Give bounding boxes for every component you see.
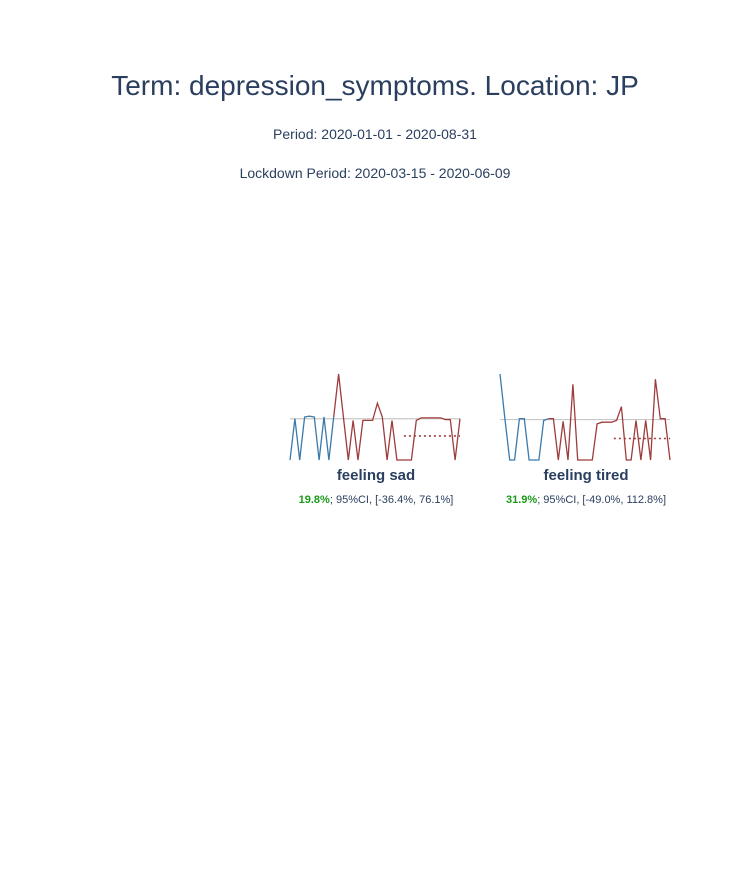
chart-stat: 19.8%; 95%CI, [-36.4%, 76.1%] (280, 494, 472, 506)
percent-change: 19.8% (298, 494, 330, 506)
percent-change: 31.9% (505, 494, 538, 506)
page-title: Term: depression_symptoms. Location: JP (111, 70, 639, 101)
sparkline-feeling-tired (499, 373, 671, 461)
confidence-interval: ; 95%CI, [-49.0%, 112.8%] (537, 494, 666, 506)
sparkline-feeling-sad (289, 373, 461, 461)
lockdown-subtitle: Lockdown Period: 2020-03-15 - 2020-06-09 (239, 165, 511, 181)
post-lockdown-series (333, 373, 461, 461)
pre-lockdown-series (289, 415, 335, 461)
chart-panel-feeling-sad: feeling sad 19.8%; 95%CI, [-36.4%, 76.1%… (289, 370, 462, 520)
pre-lockdown-series (499, 373, 549, 461)
chart-label: feeling tired (543, 467, 629, 484)
chart-panel-feeling-tired: feeling tired 31.9%; 95%CI, [-49.0%, 112… (499, 370, 672, 520)
period-subtitle: Period: 2020-01-01 - 2020-08-31 (273, 126, 477, 142)
post-lockdown-series (548, 379, 671, 461)
chart-stat: 31.9%; 95%CI, [-49.0%, 112.8%] (490, 494, 682, 506)
chart-label: feeling sad (336, 467, 416, 484)
confidence-interval: ; 95%CI, [-36.4%, 76.1%] (329, 494, 454, 506)
